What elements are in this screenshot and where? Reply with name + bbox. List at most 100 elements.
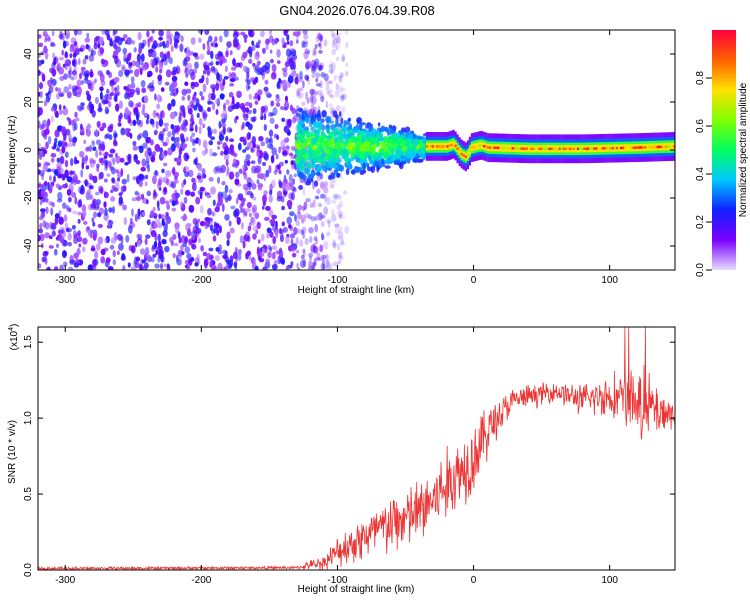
heatmap-cell [176, 126, 179, 135]
heatmap-cell [171, 128, 176, 137]
heatmap-cell [214, 36, 218, 42]
heatmap-cell [93, 211, 98, 219]
heatmap-cell [232, 58, 236, 67]
heatmap-cell [337, 85, 344, 94]
heatmap-cell [192, 52, 199, 58]
heatmap-cell [247, 46, 253, 55]
heatmap-cell [80, 184, 84, 192]
heatmap-cell [229, 255, 234, 262]
heatmap-cell [191, 121, 195, 125]
heatmap-cell [271, 64, 277, 72]
heatmap-cell [230, 72, 237, 79]
heatmap-cell [566, 147, 569, 150]
heatmap-cell [389, 127, 392, 136]
heatmap-cell [325, 206, 329, 214]
heatmap-cell [118, 69, 124, 78]
heatmap-cell [77, 219, 81, 224]
heatmap-cell [304, 48, 309, 55]
heatmap-cell [256, 248, 261, 257]
heatmap-cell [286, 233, 290, 238]
heatmap-cell [388, 124, 393, 129]
heatmap-cell [100, 248, 106, 256]
heatmap-cell [373, 161, 379, 167]
heatmap-cell [339, 164, 345, 172]
heatmap-cell [310, 131, 314, 138]
heatmap-cell [175, 136, 180, 143]
heatmap-cell [444, 145, 447, 148]
heatmap-cell [196, 112, 200, 119]
heatmap-cell [155, 120, 159, 130]
heatmap-cell [318, 65, 324, 70]
heatmap-cell [338, 200, 344, 208]
heatmap-cell [150, 230, 157, 238]
heatmap-cell [96, 120, 101, 128]
heatmap-cell [103, 201, 107, 208]
heatmap-cell [117, 233, 123, 241]
heatmap-cell [460, 152, 463, 156]
heatmap-cell [340, 87, 346, 92]
heatmap-cell [325, 78, 329, 83]
heatmap-cell [380, 143, 385, 150]
heatmap-cell [206, 40, 210, 47]
heatmap-cell [121, 253, 126, 261]
heatmap-cell [275, 230, 279, 239]
heatmap-cell [581, 147, 584, 150]
heatmap-cell [144, 150, 149, 158]
heatmap-cell [334, 114, 339, 120]
y-tick-label: 0.0 [23, 563, 34, 577]
heatmap-cell [219, 267, 225, 270]
heatmap-cell [163, 150, 168, 157]
heatmap-cell [132, 140, 137, 147]
heatmap-cell [332, 239, 336, 248]
heatmap-cell [114, 38, 119, 43]
heatmap-cell [264, 79, 269, 85]
heatmap-cell [399, 155, 406, 159]
heatmap-cell [125, 234, 130, 243]
heatmap-cell [295, 219, 300, 226]
heatmap-cell [133, 47, 137, 53]
heatmap-cell [299, 259, 306, 268]
heatmap-cell [297, 30, 302, 35]
heatmap-cell [58, 216, 64, 225]
heatmap-cell [312, 163, 316, 167]
heatmap-cell [434, 145, 437, 148]
heatmap-cell [503, 146, 506, 150]
heatmap-cell [252, 233, 257, 240]
heatmap-cell [297, 92, 304, 99]
heatmap-cell [268, 129, 274, 137]
heatmap-cell [182, 59, 188, 67]
heatmap-cell [269, 30, 273, 35]
heatmap-cell [430, 145, 433, 148]
heatmap-cell [68, 133, 72, 141]
heatmap-cell [343, 190, 348, 195]
heatmap-cell [341, 106, 346, 113]
heatmap-cell [104, 237, 108, 244]
heatmap-cell [320, 72, 326, 78]
heatmap-cell [126, 37, 132, 45]
heatmap-cell [127, 156, 132, 164]
heatmap-cell [148, 48, 154, 53]
heatmap-cell [542, 147, 545, 150]
heatmap-cell [108, 207, 113, 213]
heatmap-cell [147, 70, 153, 77]
heatmap-cell [472, 145, 476, 149]
heatmap-cell [229, 82, 235, 87]
heatmap-cell [210, 186, 216, 195]
heatmap-cell [198, 138, 201, 146]
heatmap-cell [374, 137, 378, 141]
heatmap-cell [327, 90, 332, 96]
heatmap-cell [254, 265, 259, 270]
heatmap-cell [101, 30, 106, 35]
heatmap-cell [228, 171, 235, 180]
heatmap-cell [292, 178, 296, 185]
heatmap-cell [328, 63, 333, 69]
x-tick-label: 0 [471, 275, 477, 286]
heatmap-cell [88, 56, 95, 61]
heatmap-cell [316, 213, 321, 221]
snr-y-multiplier-exp: 4 [8, 327, 15, 331]
heatmap-cell [237, 142, 242, 151]
heatmap-cell [104, 151, 109, 156]
heatmap-cell [136, 239, 142, 247]
heatmap-cell [62, 107, 69, 116]
heatmap-cell [250, 147, 254, 153]
